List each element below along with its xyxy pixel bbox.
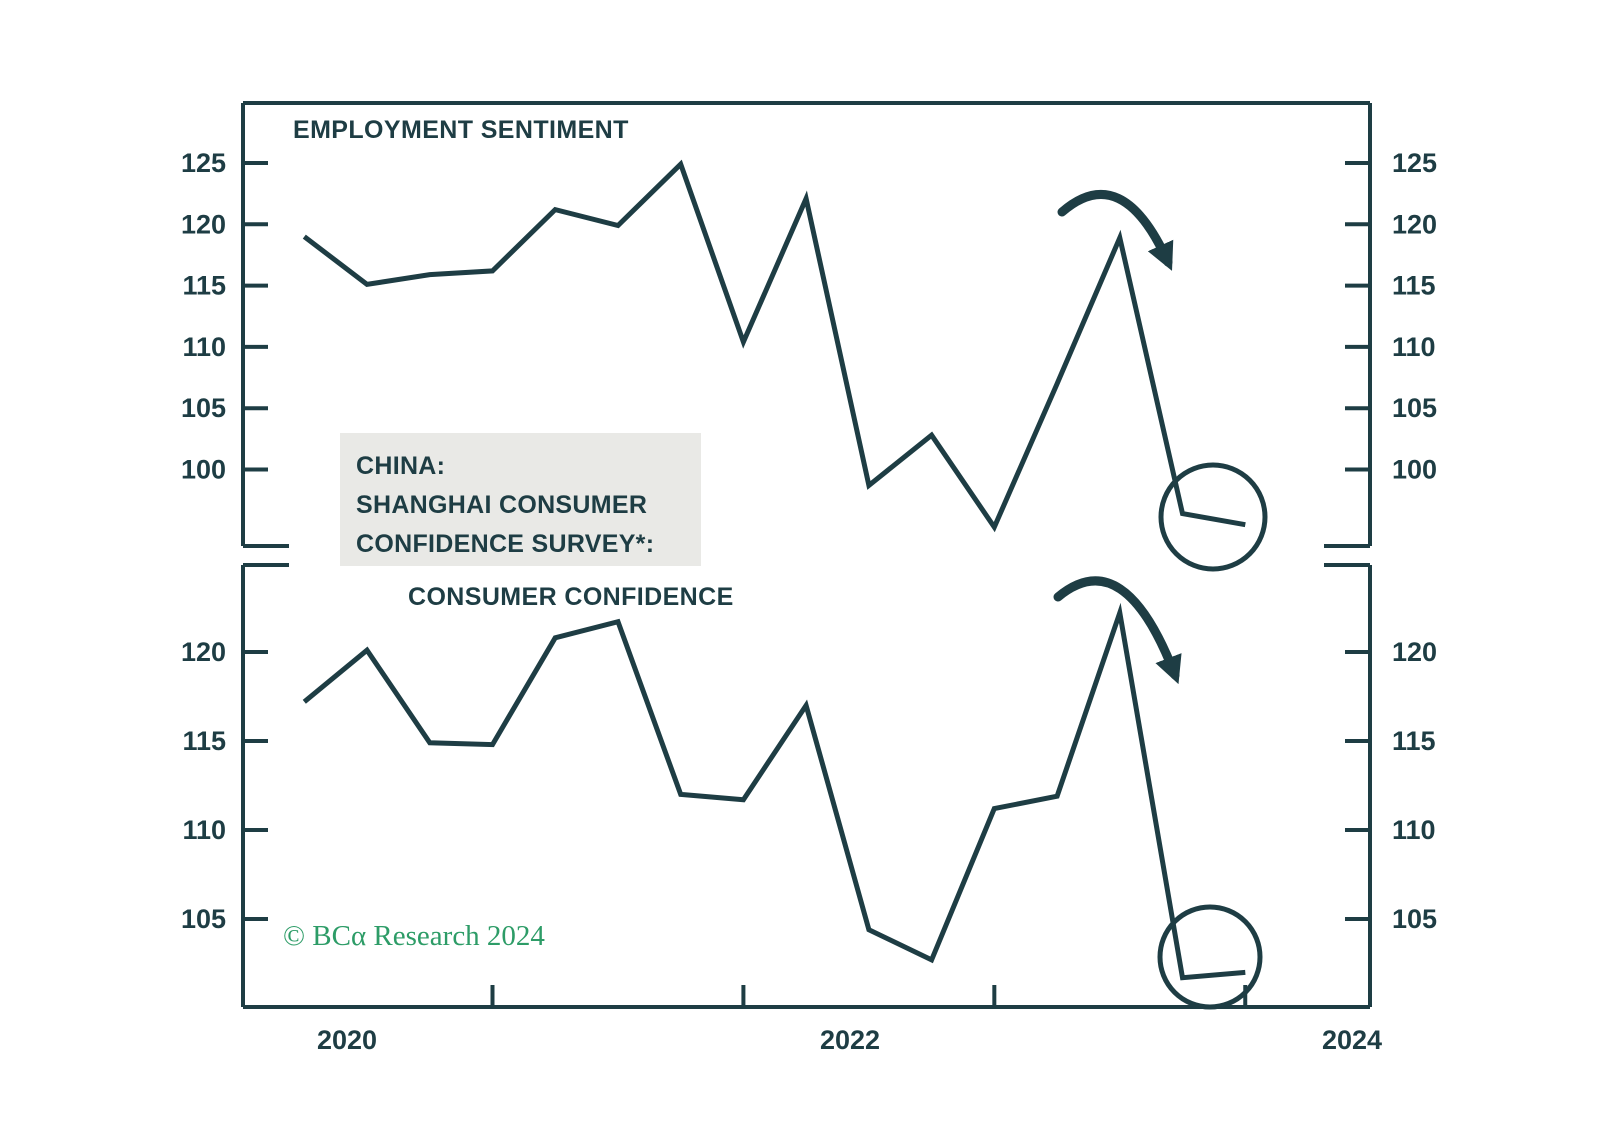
consumer-confidence-title: CONSUMER CONFIDENCE [408, 583, 734, 611]
x-tick-label: 2020 [317, 1025, 377, 1055]
y-tick-label-left: 100 [181, 455, 226, 485]
label-box-line-1: CHINA: [356, 452, 446, 480]
y-tick-label-left: 120 [181, 209, 226, 239]
y-tick-label-left: 105 [181, 393, 226, 423]
axis-tick-labels: 100 100 105 105 110 110 115 115 120 120 125 125 105 1… [181, 148, 1437, 1055]
y-tick-label-left: 115 [182, 271, 226, 301]
y-tick-label-right: 105 [1392, 904, 1437, 934]
highlight-circle [1157, 904, 1263, 1010]
y-tick-label-right: 100 [1392, 455, 1437, 485]
x-tick-label: 2022 [820, 1025, 880, 1055]
annotations [1053, 190, 1268, 1010]
employment-sentiment-title: EMPLOYMENT SENTIMENT [293, 116, 629, 144]
x-tick-label: 2024 [1322, 1025, 1382, 1055]
panel-frame-top [241, 101, 1372, 548]
chart-label-box: CHINA: SHANGHAI CONSUMER CONFIDENCE SURV… [340, 433, 701, 566]
y-tick-label-left: 110 [182, 815, 226, 845]
y-tick-label-right: 105 [1392, 393, 1437, 423]
panel-frame-bottom [241, 563, 1372, 1009]
bca-research-credit: © BCα Research 2024 [283, 920, 545, 952]
trend-down-arrow [1057, 190, 1174, 271]
y-tick-label-right: 120 [1392, 209, 1437, 239]
y-tick-label-right: 120 [1392, 637, 1437, 667]
y-tick-label-left: 110 [182, 332, 226, 362]
y-tick-label-left: 125 [181, 148, 226, 178]
highlight-circle [1158, 462, 1268, 572]
y-tick-label-right: 115 [1392, 726, 1436, 756]
y-tick-label-left: 115 [182, 726, 226, 756]
y-tick-label-right: 125 [1392, 148, 1437, 178]
label-box-line-2: SHANGHAI CONSUMER [356, 491, 648, 519]
series-line-consumer-confidence [302, 602, 1246, 981]
trend-down-arrow [1053, 576, 1182, 685]
axis-ticks [243, 161, 1370, 1007]
panel-frames [241, 101, 1372, 1009]
y-tick-label-right: 110 [1392, 815, 1436, 845]
series-lines [302, 159, 1246, 981]
series-line-employment-sentiment [302, 159, 1246, 533]
y-tick-label-right: 115 [1392, 271, 1436, 301]
y-tick-label-left: 120 [181, 637, 226, 667]
y-tick-label-left: 105 [181, 904, 226, 934]
y-tick-label-right: 110 [1392, 332, 1436, 362]
label-box-line-3: CONFIDENCE SURVEY*: [356, 530, 655, 558]
